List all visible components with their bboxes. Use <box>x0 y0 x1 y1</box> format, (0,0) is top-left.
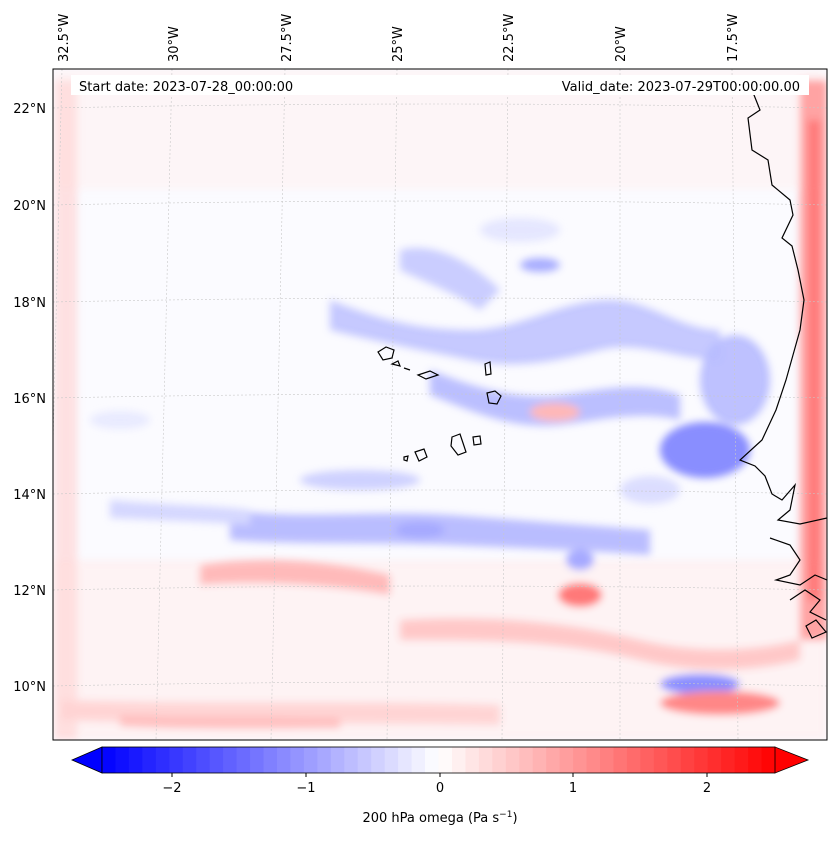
lon-label: 25°W <box>391 26 406 62</box>
colorbar-cell <box>263 747 278 773</box>
colorbar-cell <box>438 747 453 773</box>
colorbar-cell <box>694 747 709 773</box>
lat-label: 18°N <box>13 296 46 311</box>
colorbar-ticks: −2 −1 0 1 2 <box>162 773 711 796</box>
colorbar-cells <box>102 747 776 773</box>
lat-label: 10°N <box>13 680 46 695</box>
colorbar-tick-label: 2 <box>703 781 711 796</box>
lat-label: 22°N <box>13 102 46 117</box>
colorbar-cell <box>250 747 265 773</box>
island-santa-luzia <box>403 367 411 371</box>
start-date-text: Start date: 2023-07-28_00:00:00 <box>79 80 293 95</box>
lon-label: 22.5°W <box>502 14 517 62</box>
colorbar-cell <box>371 747 386 773</box>
colorbar-cell <box>142 747 157 773</box>
colorbar-cell <box>600 747 615 773</box>
lon-label: 20°W <box>614 26 629 62</box>
colorbar-cell <box>505 747 520 773</box>
lon-label: 30°W <box>167 26 182 62</box>
colorbar-cell <box>465 747 480 773</box>
lon-label: 32.5°W <box>57 14 72 62</box>
colorbar-cell <box>559 747 574 773</box>
colorbar-cell <box>640 747 655 773</box>
colorbar-cell <box>626 747 641 773</box>
colorbar-cell <box>290 747 305 773</box>
colorbar-cell <box>317 747 332 773</box>
lat-label: 16°N <box>13 392 46 407</box>
lon-label: 17.5°W <box>726 14 741 62</box>
colorbar-tick-label: 1 <box>569 781 577 796</box>
colorbar-cell <box>102 747 117 773</box>
colorbar-cell <box>330 747 345 773</box>
colorbar-cell <box>169 747 184 773</box>
colorbar-tick-label: −2 <box>162 781 181 796</box>
island-boa-vista <box>486 390 502 405</box>
island-sao-vicente <box>390 360 401 367</box>
latitude-labels: 22°N 20°N 18°N 16°N 14°N 12°N 10°N <box>13 102 46 695</box>
longitude-labels: 32.5°W 30°W 27.5°W 25°W 22.5°W 20°W 17.5… <box>57 14 741 62</box>
colorbar-cell <box>613 747 628 773</box>
island-maio <box>472 435 482 446</box>
colorbar-max-arrow <box>774 746 810 774</box>
colorbar-cell <box>546 747 561 773</box>
colorbar-cell <box>761 747 776 773</box>
island-santo-antao <box>377 346 395 361</box>
colorbar-cell <box>411 747 426 773</box>
colorbar-cell <box>303 747 318 773</box>
colorbar-cell <box>398 747 413 773</box>
colorbar-cell <box>707 747 722 773</box>
colorbar-cell <box>451 747 467 773</box>
colorbar-cell <box>384 747 399 773</box>
colorbar-cell <box>478 747 493 773</box>
colorbar-cell <box>276 747 292 773</box>
colorbar-cell <box>573 747 588 773</box>
lon-label: 27.5°W <box>280 14 295 62</box>
colorbar-cell <box>344 747 359 773</box>
colorbar-cell <box>667 747 682 773</box>
colorbar-cell <box>209 747 224 773</box>
header-box <box>71 75 809 95</box>
colorbar-cell <box>680 747 695 773</box>
colorbar-cell <box>748 747 763 773</box>
colorbar-cell <box>492 747 507 773</box>
colorbar-cell <box>128 747 143 773</box>
colorbar-cell <box>653 747 668 773</box>
colorbar: −2 −1 0 1 2 200 hPa omega (Pa s−1) <box>70 746 810 826</box>
colorbar-cell <box>734 747 749 773</box>
island-sal <box>484 361 492 376</box>
colorbar-label: 200 hPa omega (Pa s−1) <box>362 810 517 826</box>
colorbar-cell <box>425 747 440 773</box>
coastline <box>377 89 827 639</box>
island-santiago <box>450 433 467 456</box>
valid-date-text: Valid_date: 2023-07-29T00:00:00.00 <box>562 80 800 95</box>
island-brava <box>403 455 409 462</box>
island-fogo <box>414 448 428 462</box>
colorbar-frame <box>101 746 776 774</box>
map-frame <box>52 68 828 741</box>
colorbar-cell <box>155 747 170 773</box>
colorbar-tick-label: 0 <box>436 781 444 796</box>
lat-label: 12°N <box>13 584 46 599</box>
africa-coast <box>738 89 827 639</box>
colorbar-cell <box>182 747 197 773</box>
colorbar-cell <box>519 747 534 773</box>
colorbar-cell <box>532 747 547 773</box>
colorbar-cell <box>115 747 130 773</box>
lat-label: 20°N <box>13 199 46 214</box>
colorbar-cell <box>236 747 251 773</box>
island-sao-nicolau <box>416 370 440 380</box>
colorbar-min-arrow <box>70 746 103 774</box>
colorbar-cell <box>196 747 211 773</box>
colorbar-cell <box>586 747 601 773</box>
colorbar-cell <box>357 747 372 773</box>
lat-label: 14°N <box>13 488 46 503</box>
colorbar-cell <box>721 747 736 773</box>
colorbar-tick-label: −1 <box>296 781 315 796</box>
colorbar-cell <box>223 747 238 773</box>
